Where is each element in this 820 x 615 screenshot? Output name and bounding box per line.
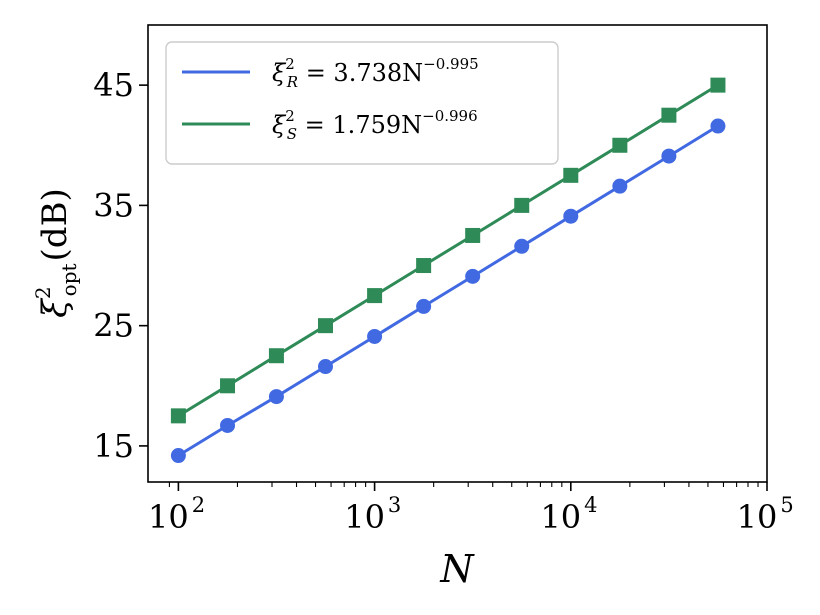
data-point-square	[170, 408, 186, 424]
x-tick-exponent: 2	[192, 493, 205, 517]
legend-label: ξ2 S = 1.759N−0.996	[272, 107, 478, 143]
x-tick-label: 10	[148, 498, 189, 536]
y-tick-label: 35	[93, 186, 134, 224]
data-point-square	[465, 227, 481, 243]
y-axis-label: ξ2 opt(dB)	[31, 188, 81, 318]
data-point-circle	[514, 238, 530, 254]
data-point-circle	[220, 417, 236, 433]
data-point-square	[416, 258, 432, 274]
series-line-circle	[177, 124, 719, 457]
y-tick-label: 15	[93, 427, 134, 465]
y-tick-label: 45	[93, 66, 134, 104]
x-tick-exponent: 4	[584, 493, 597, 517]
series-line-square	[177, 83, 719, 418]
y-label-unit: (dB)	[35, 188, 75, 261]
legend-box	[165, 41, 559, 165]
y-label-sub: opt	[57, 263, 81, 296]
data-point-circle	[268, 389, 284, 405]
data-point-circle	[465, 268, 481, 284]
data-point-square	[514, 197, 530, 213]
x-axis-label: N	[439, 547, 475, 591]
data-point-square	[612, 137, 628, 153]
plot-marks	[170, 77, 726, 464]
x-tick-label: 10	[737, 498, 778, 536]
data-point-square	[563, 167, 579, 183]
y-tick-label: 25	[93, 307, 134, 345]
x-tick-label: 10	[540, 498, 581, 536]
data-point-square	[317, 318, 333, 334]
plot-frame	[147, 24, 768, 483]
data-point-square	[661, 107, 677, 123]
data-point-square	[268, 348, 284, 364]
data-point-square	[220, 378, 236, 394]
data-point-circle	[416, 298, 432, 314]
legend-label: ξ2 R = 3.738N−0.995	[272, 55, 479, 91]
data-point-square	[367, 288, 383, 304]
data-point-circle	[367, 328, 383, 344]
data-point-circle	[661, 148, 677, 164]
data-point-circle	[563, 208, 579, 224]
y-label-sup: 2	[31, 286, 55, 299]
y-label-symbol: ξ	[35, 297, 75, 318]
x-tick-label: 10	[344, 498, 385, 536]
x-tick-exponent: 5	[780, 493, 793, 517]
data-point-square	[710, 77, 726, 93]
data-point-circle	[612, 178, 628, 194]
x-tick-exponent: 3	[388, 493, 401, 517]
legend: ξ2 R = 3.738N−0.995 ξ2 S = 1.759N−0.996	[165, 41, 559, 165]
data-point-circle	[317, 359, 333, 375]
data-point-circle	[170, 448, 186, 464]
data-point-circle	[710, 118, 726, 134]
